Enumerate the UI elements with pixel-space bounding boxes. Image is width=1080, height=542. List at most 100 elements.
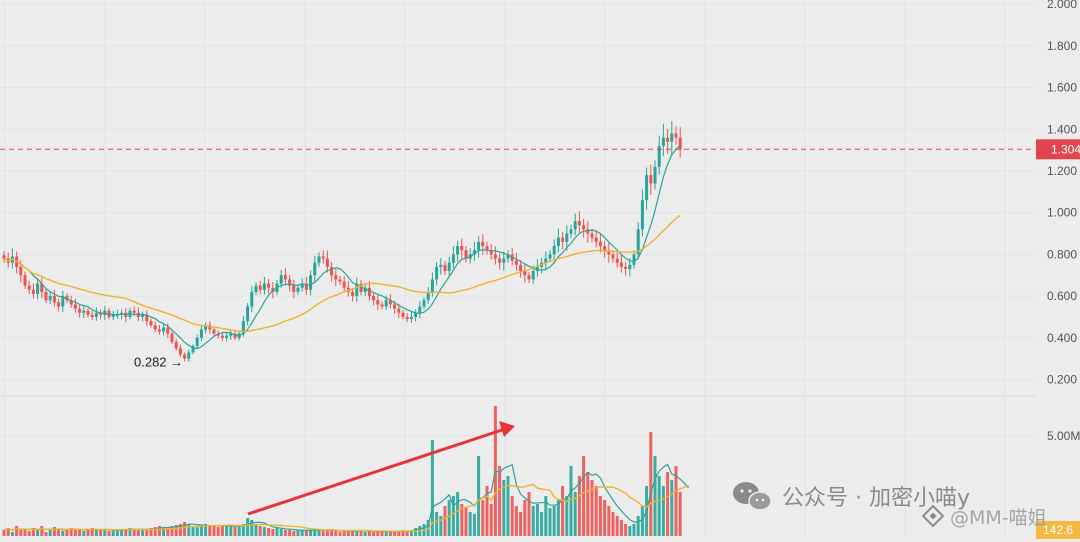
candle-body xyxy=(477,241,481,251)
candle-body xyxy=(178,348,182,355)
candle-body xyxy=(300,283,304,288)
ma-slow-line xyxy=(3,214,681,333)
volume-ma-fast xyxy=(3,463,690,533)
volume-bar xyxy=(10,532,14,536)
candle-body xyxy=(338,279,342,282)
price-tick-label: 0.200 xyxy=(1047,372,1077,386)
candle-body xyxy=(460,246,464,251)
volume-bar xyxy=(384,531,388,536)
candle-body xyxy=(225,335,229,338)
volume-bar xyxy=(481,500,485,536)
volume-bar xyxy=(128,528,132,536)
volume-bar xyxy=(48,530,52,536)
volume-bar xyxy=(330,530,334,536)
volume-bar xyxy=(586,472,590,536)
volume-bar xyxy=(409,530,413,536)
candle-body xyxy=(141,314,145,317)
price-tick-label: 1.000 xyxy=(1047,206,1077,220)
candle-body xyxy=(23,275,27,286)
volume-bar xyxy=(565,496,569,536)
volume-bar xyxy=(334,531,338,536)
candle-body xyxy=(443,264,447,272)
volume-bar xyxy=(107,531,111,536)
candle-body xyxy=(296,287,300,292)
candle-body xyxy=(472,250,476,255)
volume-bar xyxy=(149,528,153,536)
volume-bar xyxy=(86,530,90,536)
volume-bar xyxy=(523,500,527,536)
volume-bar xyxy=(342,531,346,536)
price-tick-label: 1.200 xyxy=(1047,164,1077,178)
volume-bar xyxy=(485,486,489,536)
volume-bar xyxy=(115,529,119,536)
volume-bar xyxy=(489,504,493,536)
price-tick-label: 0.400 xyxy=(1047,331,1077,345)
current-price-tag xyxy=(1036,139,1080,160)
volume-bar xyxy=(376,531,380,536)
candle-body xyxy=(481,241,485,247)
volume-bar xyxy=(582,456,586,536)
candle-body xyxy=(569,229,573,234)
volume-bar xyxy=(94,529,98,536)
volume-bar xyxy=(670,480,674,536)
volume-bar xyxy=(31,528,35,536)
candle-body xyxy=(40,283,44,292)
volume-bar xyxy=(464,508,468,536)
candle-body xyxy=(115,314,119,316)
candle-body xyxy=(351,291,355,297)
candle-body xyxy=(493,254,497,259)
volume-bar xyxy=(199,526,203,536)
volume-bar xyxy=(120,530,124,536)
candle-body xyxy=(267,283,271,288)
candle-body xyxy=(212,329,216,334)
candle-body xyxy=(233,333,237,338)
volume-bar xyxy=(233,527,237,536)
candle-body xyxy=(342,281,346,288)
volume-bar xyxy=(443,506,447,536)
candle-body xyxy=(666,137,670,142)
volume-bar xyxy=(393,532,397,536)
volume-bar xyxy=(624,524,628,536)
ma-fast-line xyxy=(3,144,681,350)
volume-bar xyxy=(279,529,283,536)
candle-body xyxy=(653,166,657,184)
volume-bar xyxy=(40,526,44,536)
candle-body xyxy=(380,304,384,307)
volume-bar xyxy=(166,529,170,536)
candle-body xyxy=(309,275,313,290)
volume-bar xyxy=(372,532,376,536)
volume-bar xyxy=(103,530,107,536)
candle-body xyxy=(216,333,220,336)
current-volume-label: 142.6 xyxy=(1043,523,1073,537)
volume-bar xyxy=(556,500,560,536)
candle-body xyxy=(153,325,157,330)
candle-body xyxy=(594,237,598,242)
volume-bar xyxy=(628,526,632,536)
volume-bar xyxy=(145,529,149,536)
candle-body xyxy=(426,291,430,301)
candle-body xyxy=(258,285,262,290)
price-tick-label: 2.000 xyxy=(1047,0,1077,11)
volume-bar xyxy=(653,456,657,536)
volume-bar xyxy=(519,512,523,536)
low-annotation: 0.282 → xyxy=(134,354,183,369)
moving-averages xyxy=(3,144,681,350)
volume-bar xyxy=(246,518,250,536)
candle-body xyxy=(611,254,615,259)
volume-bar xyxy=(468,512,472,536)
candle-body xyxy=(145,314,149,322)
candle-body xyxy=(166,327,170,334)
candle-body xyxy=(615,258,619,263)
candle-body xyxy=(645,175,649,201)
volume-ma-slow xyxy=(3,483,689,533)
candle-body xyxy=(241,321,245,334)
volume-bar xyxy=(69,528,73,536)
candle-body xyxy=(271,287,275,292)
candle-body xyxy=(464,250,468,259)
volume-bar xyxy=(351,531,355,536)
price-tick-label: 1.400 xyxy=(1047,122,1077,136)
candle-body xyxy=(330,266,334,276)
volume-bar xyxy=(254,524,258,536)
candle-body xyxy=(304,283,308,290)
